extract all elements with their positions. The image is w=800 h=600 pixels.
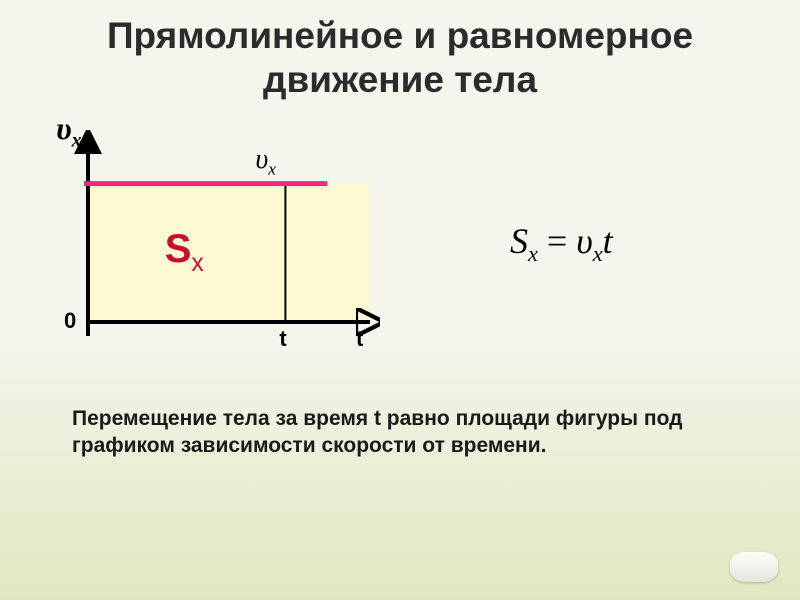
next-button[interactable] [730, 552, 778, 582]
x-axis-t-mark-label: t [279, 326, 286, 352]
area-label: Sx [165, 227, 204, 278]
slide-title: Прямолинейное и равномерное движение тел… [0, 0, 800, 101]
title-line1: Прямолинейное и равномерное [0, 14, 800, 58]
explanation-line2: графиком зависимости скорости от времени… [72, 432, 682, 459]
displacement-formula: Sx = υxt [510, 220, 613, 267]
graph-svg [60, 130, 380, 350]
velocity-line-label: υx [255, 144, 276, 180]
velocity-time-graph: υx υx 0 t t Sx [60, 130, 380, 350]
origin-label: 0 [64, 308, 76, 334]
title-line2: движение тела [0, 58, 800, 102]
explanation-line1: Перемещение тела за время t равно площад… [72, 405, 682, 432]
explanation-text: Перемещение тела за время t равно площад… [72, 405, 682, 460]
y-axis-label: υx [56, 110, 82, 152]
x-axis-end-label: t [356, 326, 363, 352]
